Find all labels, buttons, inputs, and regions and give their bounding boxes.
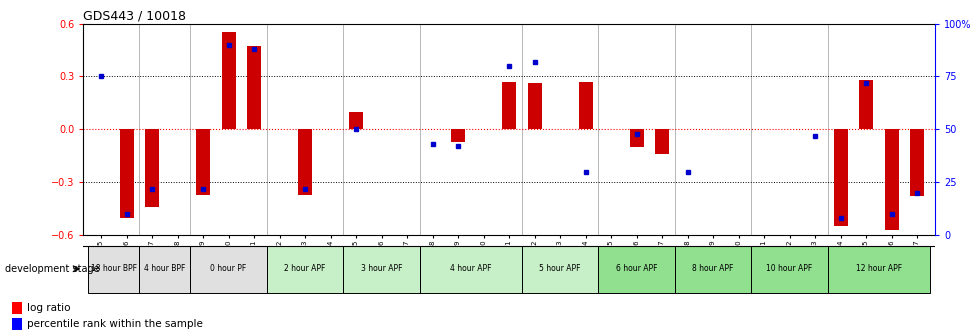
- Bar: [343, 246, 420, 293]
- Text: 3 hour APF: 3 hour APF: [361, 264, 402, 273]
- Text: 6 hour APF: 6 hour APF: [615, 264, 656, 273]
- Bar: [827, 246, 929, 293]
- Bar: [521, 246, 598, 293]
- Text: 10 hour APF: 10 hour APF: [766, 264, 812, 273]
- Bar: [139, 246, 190, 293]
- Text: 0 hour PF: 0 hour PF: [210, 264, 246, 273]
- Bar: [88, 246, 139, 293]
- Text: 8 hour APF: 8 hour APF: [691, 264, 734, 273]
- Bar: [527, 84, 541, 129]
- Bar: [674, 246, 750, 293]
- Bar: [629, 129, 643, 147]
- Text: 12 hour APF: 12 hour APF: [855, 264, 901, 273]
- Bar: [750, 246, 827, 293]
- Bar: [145, 129, 158, 207]
- Bar: [12, 318, 22, 330]
- Text: 5 hour APF: 5 hour APF: [539, 264, 580, 273]
- Bar: [190, 246, 267, 293]
- Text: 18 hour BPF: 18 hour BPF: [91, 264, 137, 273]
- Bar: [451, 129, 465, 142]
- Bar: [12, 302, 22, 314]
- Bar: [221, 32, 236, 129]
- Bar: [832, 129, 847, 226]
- Bar: [196, 129, 210, 195]
- Bar: [267, 246, 343, 293]
- Bar: [578, 82, 592, 129]
- Bar: [884, 129, 898, 230]
- Text: percentile rank within the sample: percentile rank within the sample: [27, 319, 202, 329]
- Text: 2 hour APF: 2 hour APF: [284, 264, 326, 273]
- Bar: [910, 129, 923, 197]
- Bar: [297, 129, 312, 195]
- Text: development stage: development stage: [5, 264, 100, 274]
- Bar: [246, 46, 261, 129]
- Bar: [859, 80, 872, 129]
- Text: GDS443 / 10018: GDS443 / 10018: [83, 9, 186, 23]
- Bar: [654, 129, 668, 154]
- Text: log ratio: log ratio: [27, 303, 70, 313]
- Bar: [502, 82, 515, 129]
- Bar: [598, 246, 674, 293]
- Bar: [420, 246, 521, 293]
- Text: 4 hour BPF: 4 hour BPF: [144, 264, 185, 273]
- Bar: [119, 129, 133, 218]
- Bar: [349, 112, 363, 129]
- Text: 4 hour APF: 4 hour APF: [450, 264, 491, 273]
